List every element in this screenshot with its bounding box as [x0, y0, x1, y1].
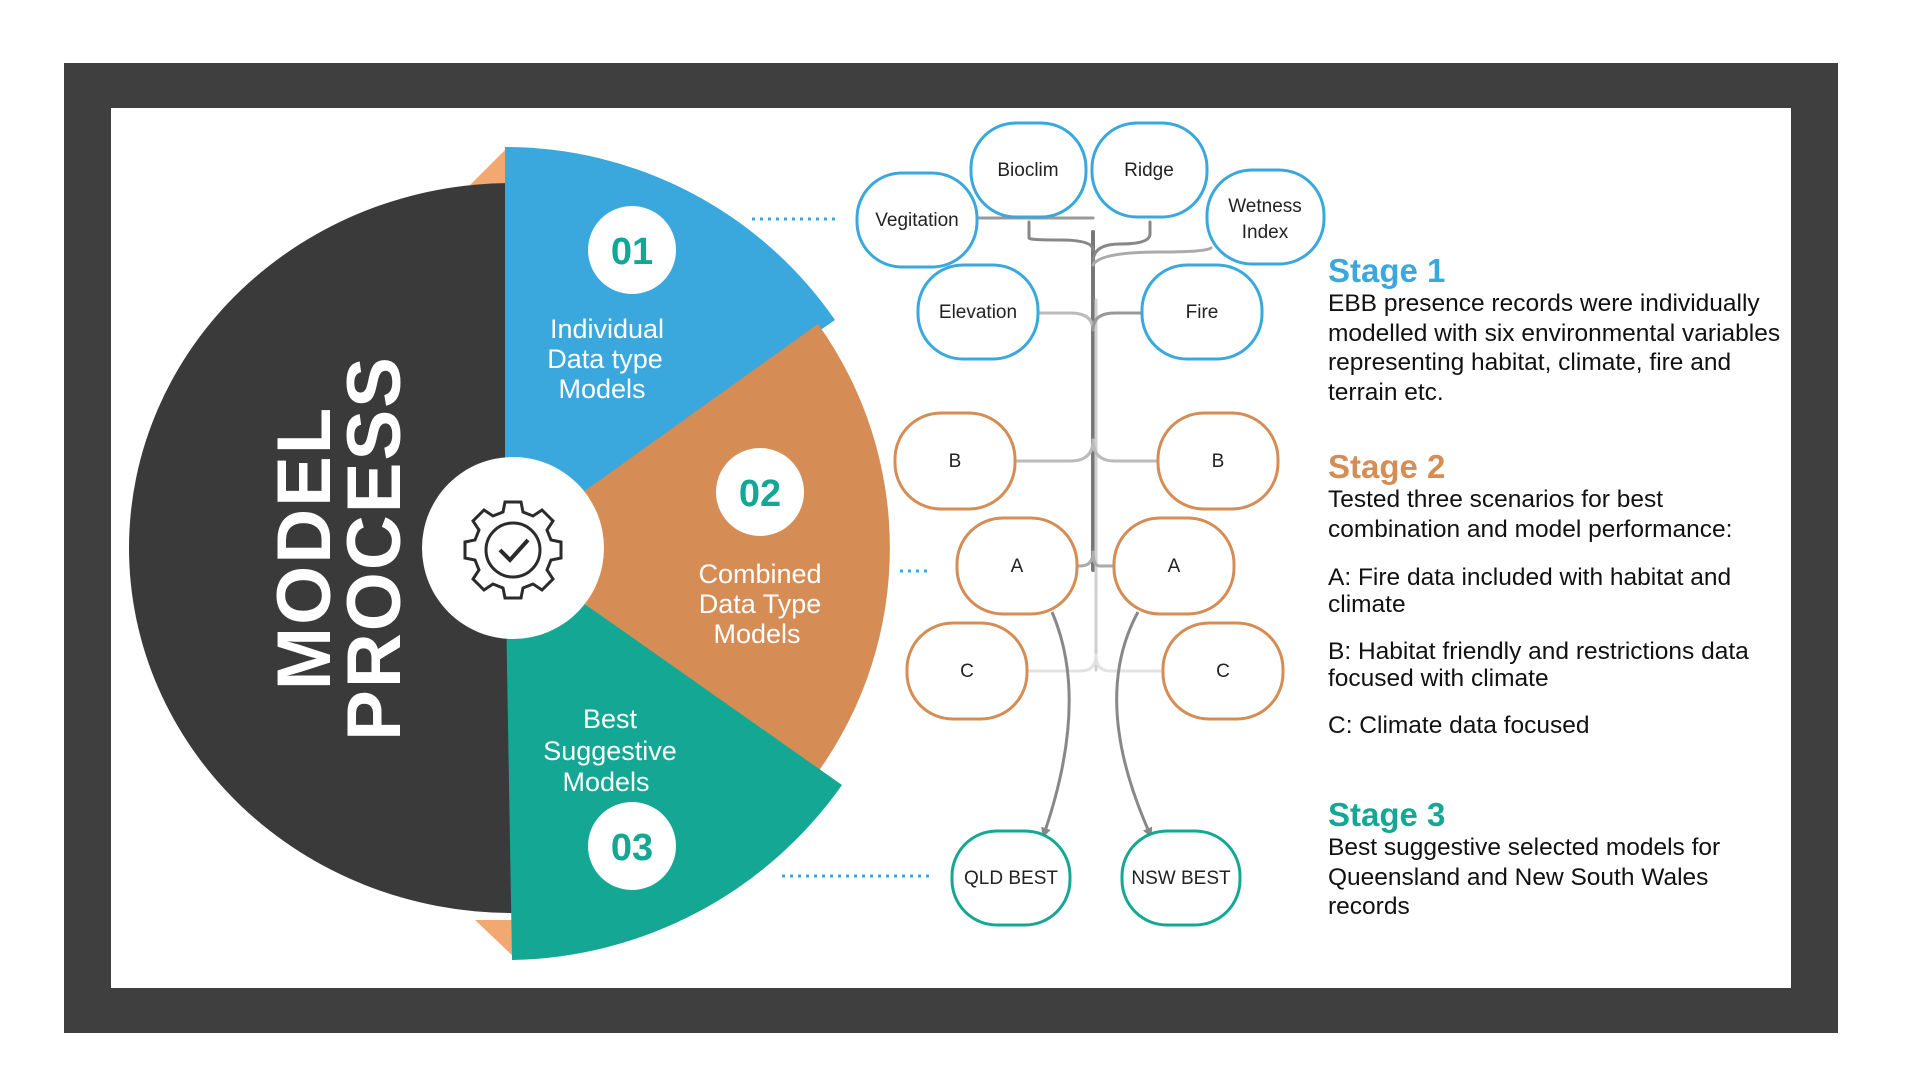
number-03: 03 — [611, 827, 653, 869]
node-wetness-index — [1205, 168, 1326, 266]
segment-01-label-3: Models — [558, 374, 645, 404]
node-c-left — [905, 621, 1029, 721]
tree-connectors — [974, 216, 1213, 673]
node-a-right — [1112, 516, 1236, 616]
segment-03-label-1: Best — [583, 704, 638, 734]
node-c-left-label: C — [960, 661, 974, 682]
dark-half-circle — [129, 183, 512, 913]
number-01-circle — [588, 206, 676, 294]
number-02-circle — [716, 448, 804, 536]
title-group: MODEL PROCESS — [262, 355, 417, 741]
segment-03-label-3: Models — [562, 767, 649, 797]
node-c-right — [1161, 621, 1285, 721]
stage-1-text: EBB presence records were individually m… — [1328, 290, 1781, 406]
node-elevation-label: Elevation — [939, 302, 1017, 323]
node-b-right — [1156, 411, 1280, 511]
title-line-1: MODEL — [262, 406, 347, 690]
number-01: 01 — [611, 231, 653, 273]
node-vegitation — [855, 171, 979, 269]
number-02: 02 — [739, 473, 781, 515]
stage-2-scenario-a: A: Fire data included with habitat and c… — [1328, 564, 1732, 618]
segment-02-wedge — [505, 324, 890, 772]
gear-check-icon — [463, 500, 563, 600]
node-qld-best-label: QLD BEST — [964, 868, 1058, 889]
accent-tab-bottom — [475, 920, 515, 958]
stage-2-scenario-b: B: Habitat friendly and restrictions dat… — [1328, 638, 1749, 692]
title-line-2: PROCESS — [332, 355, 417, 741]
segment-01-label-1: Individual — [550, 314, 664, 344]
node-ridge-label: Ridge — [1124, 160, 1174, 181]
segment-01-label-2: Data type — [547, 344, 663, 374]
stage-3-title: Stage 3 — [1328, 796, 1446, 833]
segment-01-wedge — [505, 146, 835, 548]
node-b-right-label: B — [1212, 451, 1225, 472]
stage-1-block: Stage 1 EBB presence records were indivi… — [1328, 253, 1788, 407]
stage-3-block: Stage 3 Best suggestive selected models … — [1328, 797, 1788, 922]
segment-02-label-1: Combined — [698, 559, 821, 589]
number-03-circle — [588, 802, 676, 890]
node-wetness-label-2: Index — [1242, 222, 1289, 243]
node-nsw-best — [1120, 829, 1242, 927]
arrow-to-qld-best — [1041, 611, 1071, 838]
segment-02-label-2: Data Type — [699, 589, 822, 619]
stage-2-title: Stage 2 — [1328, 448, 1446, 485]
node-a-left — [955, 516, 1079, 616]
node-wetness-label-1: Wetness — [1228, 196, 1302, 217]
stage-2-block: Stage 2 Tested three scenarios for best … — [1328, 448, 1788, 740]
node-a-left-label: A — [1011, 556, 1024, 577]
node-ridge — [1090, 121, 1209, 219]
node-qld-best — [950, 829, 1072, 927]
node-bioclim — [969, 121, 1088, 219]
node-fire-label: Fire — [1186, 302, 1219, 323]
arrow-to-nsw-best — [1115, 611, 1153, 838]
node-nsw-best-label: NSW BEST — [1131, 868, 1231, 889]
node-fire — [1140, 263, 1264, 361]
node-c-right-label: C — [1216, 661, 1230, 682]
stage-3-text: Best suggestive selected models for Quee… — [1328, 834, 1721, 920]
segment-02-label-3: Models — [713, 619, 800, 649]
stage-1-title: Stage 1 — [1328, 252, 1446, 289]
segment-03-wedge — [505, 548, 842, 960]
accent-tab-top — [470, 150, 505, 185]
stage-2-scenario-c: C: Climate data focused — [1328, 712, 1590, 739]
stage-2-text: Tested three scenarios for best combinat… — [1328, 486, 1733, 543]
center-circle — [422, 457, 604, 639]
node-a-right-label: A — [1168, 556, 1181, 577]
node-b-left — [893, 411, 1017, 511]
node-vegitation-label: Vegitation — [875, 210, 958, 231]
node-b-left-label: B — [949, 451, 962, 472]
node-elevation — [916, 263, 1040, 361]
node-bioclim-label: Bioclim — [997, 160, 1058, 181]
segment-03-label-2: Suggestive — [543, 736, 677, 766]
